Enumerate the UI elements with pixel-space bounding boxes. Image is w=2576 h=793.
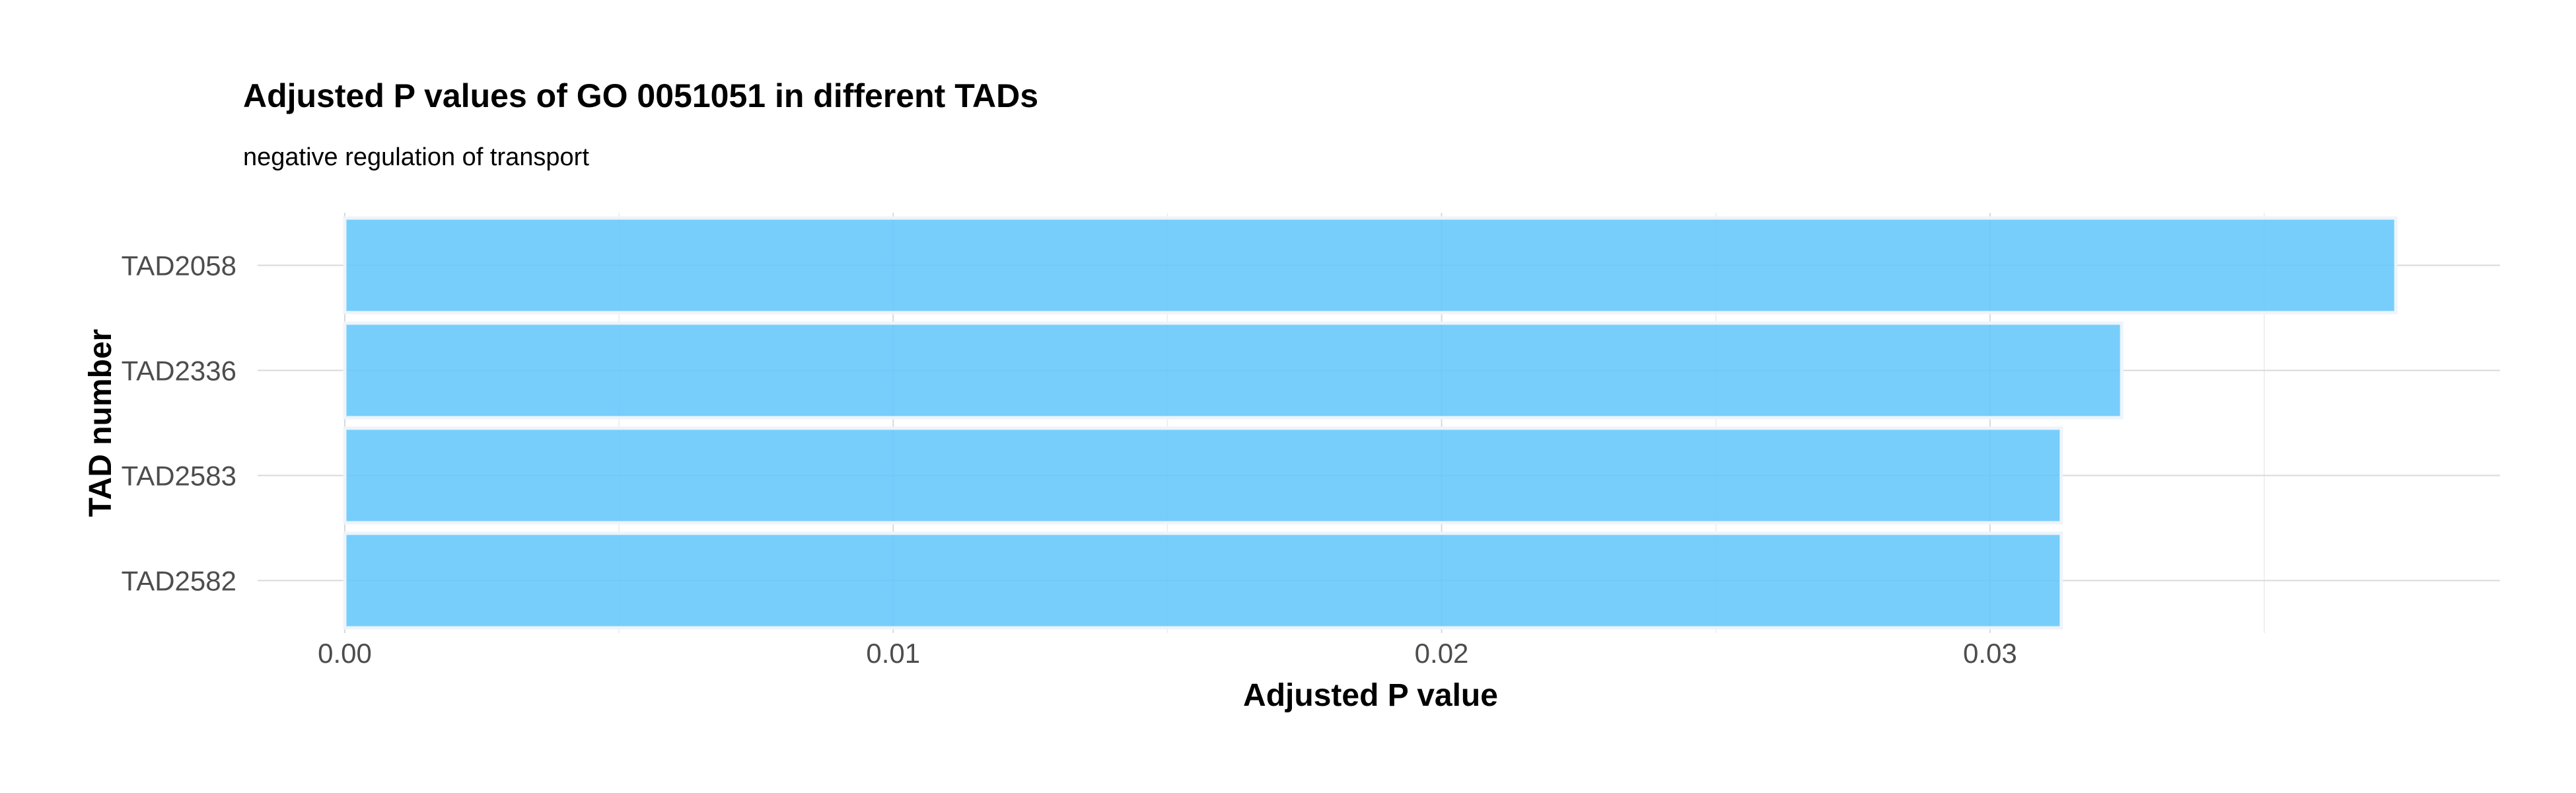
- x-axis-title: Adjusted P value: [1243, 678, 1498, 713]
- x-tick-label: 0.00: [318, 638, 372, 669]
- bar-tad2058: [343, 216, 2398, 315]
- y-tick-label: TAD2058: [122, 250, 236, 282]
- x-tick-labels: 0.00 0.01 0.02 0.03: [318, 638, 2017, 669]
- y-tick-label: TAD2583: [122, 461, 236, 492]
- y-tick-labels: TAD2058 TAD2336 TAD2583 TAD2582: [122, 250, 236, 597]
- x-tick-label: 0.03: [1963, 638, 2017, 669]
- bar-tad2336: [343, 321, 2124, 420]
- bar-tad2582: [343, 531, 2063, 630]
- bars: [343, 216, 2398, 630]
- chart-subtitle: negative regulation of transport: [243, 143, 589, 171]
- y-tick-label: TAD2582: [122, 566, 236, 597]
- y-axis-title: TAD number: [83, 329, 118, 517]
- y-tick-label: TAD2336: [122, 356, 236, 387]
- chart-title: Adjusted P values of GO 0051051 in diffe…: [243, 77, 1038, 114]
- x-tick-label: 0.01: [866, 638, 920, 669]
- bar-tad2583: [343, 426, 2063, 525]
- x-tick-label: 0.02: [1415, 638, 1469, 669]
